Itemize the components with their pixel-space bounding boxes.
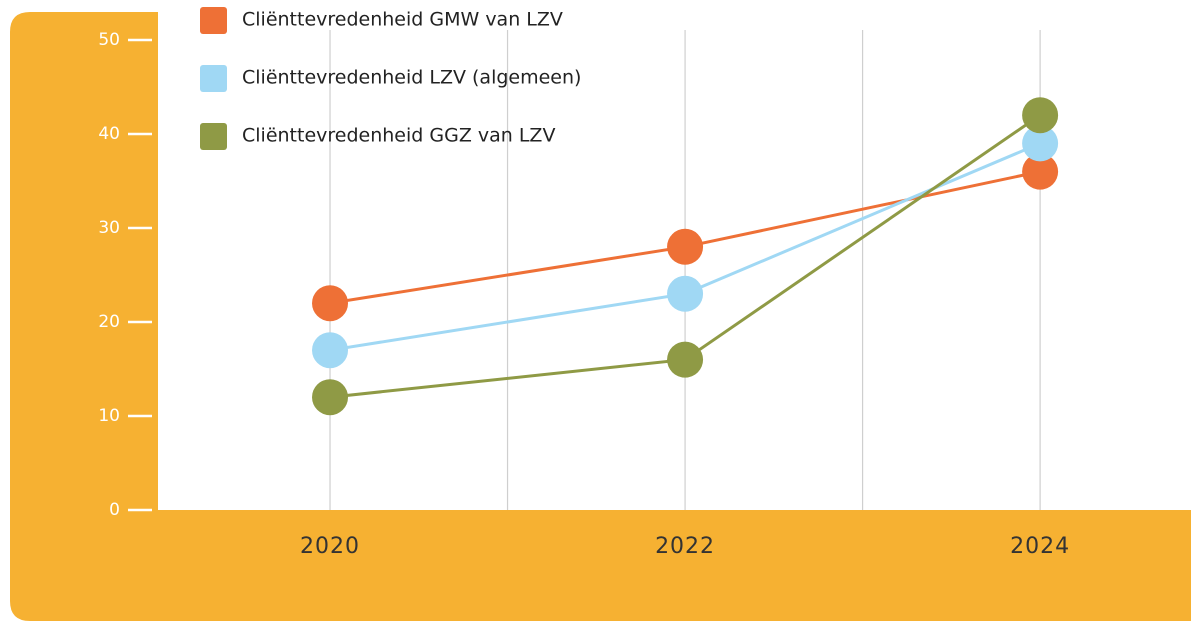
data-point bbox=[1022, 125, 1059, 162]
legend-swatch bbox=[200, 7, 227, 34]
y-tick-label: 50 bbox=[98, 30, 120, 50]
legend-swatch bbox=[200, 123, 227, 150]
x-tick-label: 2020 bbox=[300, 534, 360, 559]
y-tick-label: 40 bbox=[98, 124, 120, 144]
y-tick-label: 0 bbox=[109, 500, 120, 520]
legend-label: Cliënttevredenheid GGZ van LZV bbox=[242, 125, 555, 147]
data-point bbox=[312, 285, 349, 322]
y-tick-label: 30 bbox=[98, 218, 120, 238]
data-point bbox=[312, 379, 349, 416]
data-point bbox=[667, 228, 704, 265]
x-tick-label: 2022 bbox=[655, 534, 715, 559]
data-point bbox=[667, 275, 704, 312]
legend-swatch bbox=[200, 65, 227, 92]
background-frame bbox=[10, 12, 1191, 621]
data-point bbox=[1022, 153, 1059, 190]
data-point bbox=[1022, 97, 1059, 134]
legend-label: Cliënttevredenheid GMW van LZV bbox=[242, 9, 563, 31]
legend-label: Cliënttevredenheid LZV (algemeen) bbox=[242, 67, 581, 89]
y-tick-label: 20 bbox=[98, 312, 120, 332]
data-point bbox=[667, 341, 704, 378]
data-point bbox=[312, 332, 349, 369]
x-tick-label: 2024 bbox=[1010, 534, 1070, 559]
y-tick-label: 10 bbox=[98, 406, 120, 426]
